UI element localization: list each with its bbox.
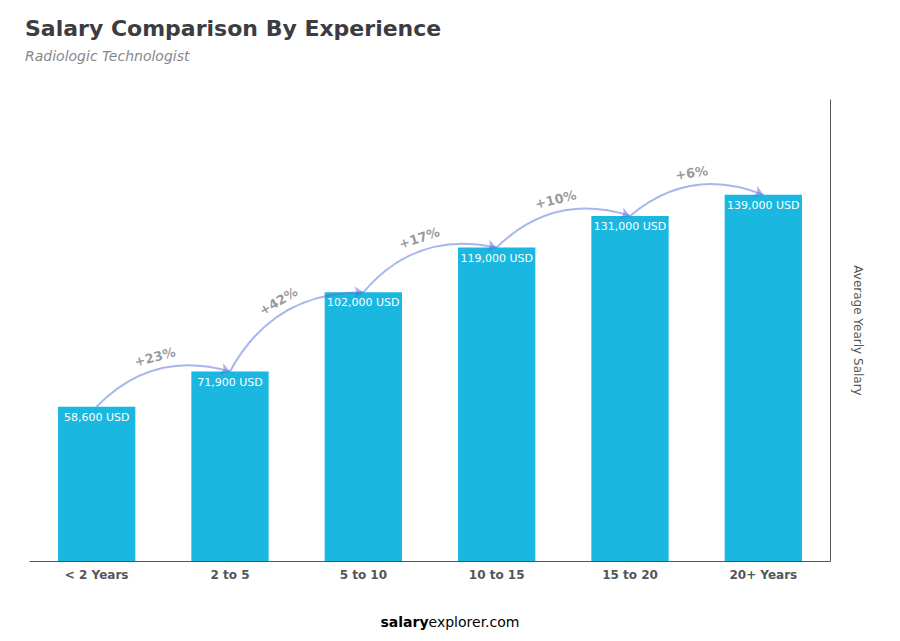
- svg-text:Radiologic Technologist: Radiologic Technologist: [25, 48, 190, 64]
- svg-text:2 to 5: 2 to 5: [210, 568, 249, 582]
- svg-text:Salary Comparison By Experienc: Salary Comparison By Experience: [25, 16, 441, 41]
- svg-text:10 to 15: 10 to 15: [469, 568, 525, 582]
- svg-text:139,000 USD: 139,000 USD: [727, 199, 800, 212]
- svg-text:5 to 10: 5 to 10: [340, 568, 387, 582]
- svg-text:15 to 20: 15 to 20: [602, 568, 658, 582]
- svg-text:58,600 USD: 58,600 USD: [64, 411, 130, 424]
- svg-text:+23%: +23%: [133, 344, 177, 369]
- svg-text:explorer.com: explorer.com: [429, 614, 520, 630]
- svg-text:71,900 USD: 71,900 USD: [197, 376, 263, 389]
- svg-text:+6%: +6%: [674, 163, 709, 183]
- svg-text:Average Yearly Salary: Average Yearly Salary: [851, 265, 865, 395]
- svg-text:102,000 USD: 102,000 USD: [327, 296, 400, 309]
- svg-text:131,000 USD: 131,000 USD: [594, 220, 667, 233]
- svg-text:< 2 Years: < 2 Years: [65, 568, 129, 582]
- svg-text:119,000 USD: 119,000 USD: [460, 252, 533, 265]
- svg-text:+10%: +10%: [534, 187, 578, 211]
- svg-text:salary: salary: [381, 614, 429, 630]
- svg-text:20+ Years: 20+ Years: [729, 568, 797, 582]
- svg-text:+17%: +17%: [397, 224, 442, 252]
- svg-text:+42%: +42%: [257, 284, 301, 318]
